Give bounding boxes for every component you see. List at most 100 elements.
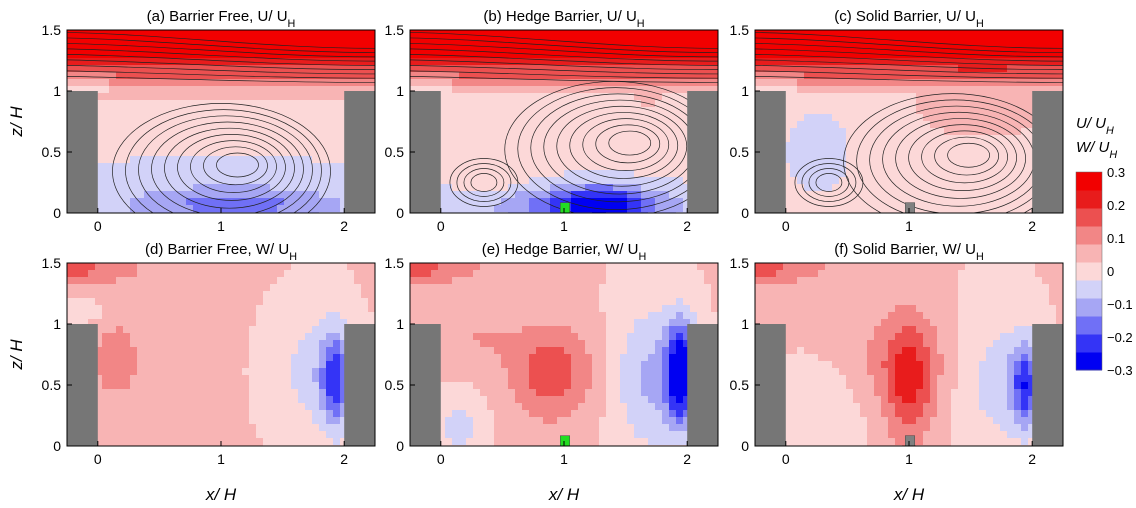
x-tick-label: 0 (437, 218, 445, 234)
panel-3: 0 1 2 0 0.5 1 1.5 (c) Solid Barrier, U/ UH (730, 8, 1064, 234)
y-tick-label: 0 (741, 438, 749, 454)
colorbar-title-w: W/ UH (1076, 139, 1117, 161)
x-tick-label: 2 (1028, 451, 1036, 467)
colorbar-tick-label: −0.1 (1107, 297, 1133, 312)
solid-barrier (905, 435, 915, 447)
panel-2: 0 1 2 0 0.5 1 1.5 (b) Hedge Barrier, U/ UH (385, 8, 719, 234)
x-tick-label: 0 (782, 451, 790, 467)
panel-title: (c) Solid Barrier, U/ UH (834, 8, 984, 30)
y-tick-label: 1.5 (42, 255, 62, 271)
y-tick-label: 1.5 (42, 22, 62, 38)
building-2 (687, 91, 718, 213)
x-tick-label: 0 (782, 218, 790, 234)
colorbar-swatch (1076, 352, 1102, 371)
panel-5: 0 1 2 0 0.5 1 1.5 (e) Hedge Barrier, W/ UH (385, 241, 719, 467)
panel-title: (d) Barrier Free, W/ UH (145, 241, 297, 263)
y-tick-label: 1 (396, 316, 404, 332)
x-tick-label: 0 (437, 451, 445, 467)
building-2 (1032, 91, 1063, 213)
colorbar-swatch (1076, 226, 1102, 245)
x-tick-label: 2 (683, 218, 691, 234)
y-tick-label: 0 (53, 205, 61, 221)
y-tick-label: 0.5 (730, 377, 750, 393)
x-axis-label: x/ H (893, 485, 925, 504)
y-tick-label: 0 (396, 205, 404, 221)
panel-title: (f) Solid Barrier, W/ UH (834, 241, 984, 263)
streamlines (410, 32, 718, 213)
colorbar-swatch (1076, 244, 1102, 263)
x-tick-label: 0 (94, 218, 102, 234)
building-1 (755, 91, 786, 213)
building-1 (67, 91, 98, 213)
panel-6: 0 1 2 0 0.5 1 1.5 (f) Solid Barrier, W/ UH (730, 241, 1064, 467)
y-tick-label: 0.5 (385, 144, 405, 160)
colorbar-tick-label: 0.1 (1107, 231, 1125, 246)
x-tick-label: 2 (683, 451, 691, 467)
panel-title: (b) Hedge Barrier, U/ UH (483, 8, 644, 30)
x-tick-label: 1 (560, 451, 568, 467)
x-tick-label: 2 (340, 218, 348, 234)
colorbar-tick-label: 0.2 (1107, 198, 1125, 213)
colorbar-swatch (1076, 262, 1102, 281)
panel-title: (e) Hedge Barrier, W/ UH (482, 241, 647, 263)
contour-field (410, 30, 718, 213)
y-tick-label: 1 (396, 83, 404, 99)
colorbar-title-u: U/ UH (1076, 115, 1114, 137)
colorbar-swatch (1076, 172, 1102, 191)
axis-labels: z/ H z/ H x/ H x/ H x/ H (7, 106, 925, 504)
y-tick-label: 1.5 (730, 22, 750, 38)
y-tick-label: 0 (53, 438, 61, 454)
colorbar-swatch (1076, 190, 1102, 209)
y-tick-label: 0.5 (730, 144, 750, 160)
colorbar-swatch (1076, 208, 1102, 227)
streamlines (67, 32, 375, 213)
contour-field (67, 30, 375, 213)
y-tick-label: 0 (741, 205, 749, 221)
colorbar-swatch (1076, 334, 1102, 353)
y-tick-label: 1.5 (385, 22, 405, 38)
panels: 0 1 2 0 0.5 1 1.5 (a) Barrier Free, U/ UH 0 1 2 0 0.… (42, 8, 1064, 467)
x-tick-label: 2 (1028, 218, 1036, 234)
colorbar-tick-label: −0.3 (1107, 363, 1133, 378)
y-tick-label: 1 (741, 83, 749, 99)
colorbar-swatch (1076, 316, 1102, 335)
contour-field (410, 263, 718, 446)
colorbar-tick-label: 0.3 (1107, 165, 1125, 180)
building-2 (1032, 324, 1063, 446)
panel-title: (a) Barrier Free, U/ UH (147, 8, 296, 30)
panel-4: 0 1 2 0 0.5 1 1.5 (d) Barrier Free, W/ UH (42, 241, 376, 467)
solid-barrier (905, 202, 915, 214)
contour-field (67, 263, 375, 446)
y-tick-label: 1 (741, 316, 749, 332)
y-tick-label: 1 (53, 83, 61, 99)
colorbar: U/ UHW/ UH 0.3 0.2 0.1 0 −0.1 −0.2 −0.3 (1075, 115, 1133, 378)
y-tick-label: 1 (53, 316, 61, 332)
hedge-barrier (560, 202, 570, 214)
x-axis-label: x/ H (548, 485, 580, 504)
building-2 (344, 324, 375, 446)
y-tick-label: 0.5 (42, 144, 62, 160)
contour-field (755, 30, 1063, 213)
building-1 (410, 324, 441, 446)
colorbar-tick-label: −0.2 (1107, 330, 1133, 345)
x-axis-label: x/ H (205, 485, 237, 504)
y-tick-label: 1.5 (730, 255, 750, 271)
building-2 (344, 91, 375, 213)
y-tick-label: 1.5 (385, 255, 405, 271)
x-tick-label: 1 (560, 218, 568, 234)
y-axis-label: z/ H (7, 106, 26, 138)
x-tick-label: 1 (217, 218, 225, 234)
x-tick-label: 0 (94, 451, 102, 467)
building-1 (410, 91, 441, 213)
x-tick-label: 1 (905, 451, 913, 467)
x-tick-label: 1 (905, 218, 913, 234)
contour-field (755, 263, 1063, 446)
building-2 (687, 324, 718, 446)
hedge-barrier (560, 435, 570, 447)
y-tick-label: 0 (396, 438, 404, 454)
y-axis-label: z/ H (7, 339, 26, 371)
colorbar-swatch (1076, 298, 1102, 317)
building-1 (67, 324, 98, 446)
colorbar-swatch (1076, 280, 1102, 299)
